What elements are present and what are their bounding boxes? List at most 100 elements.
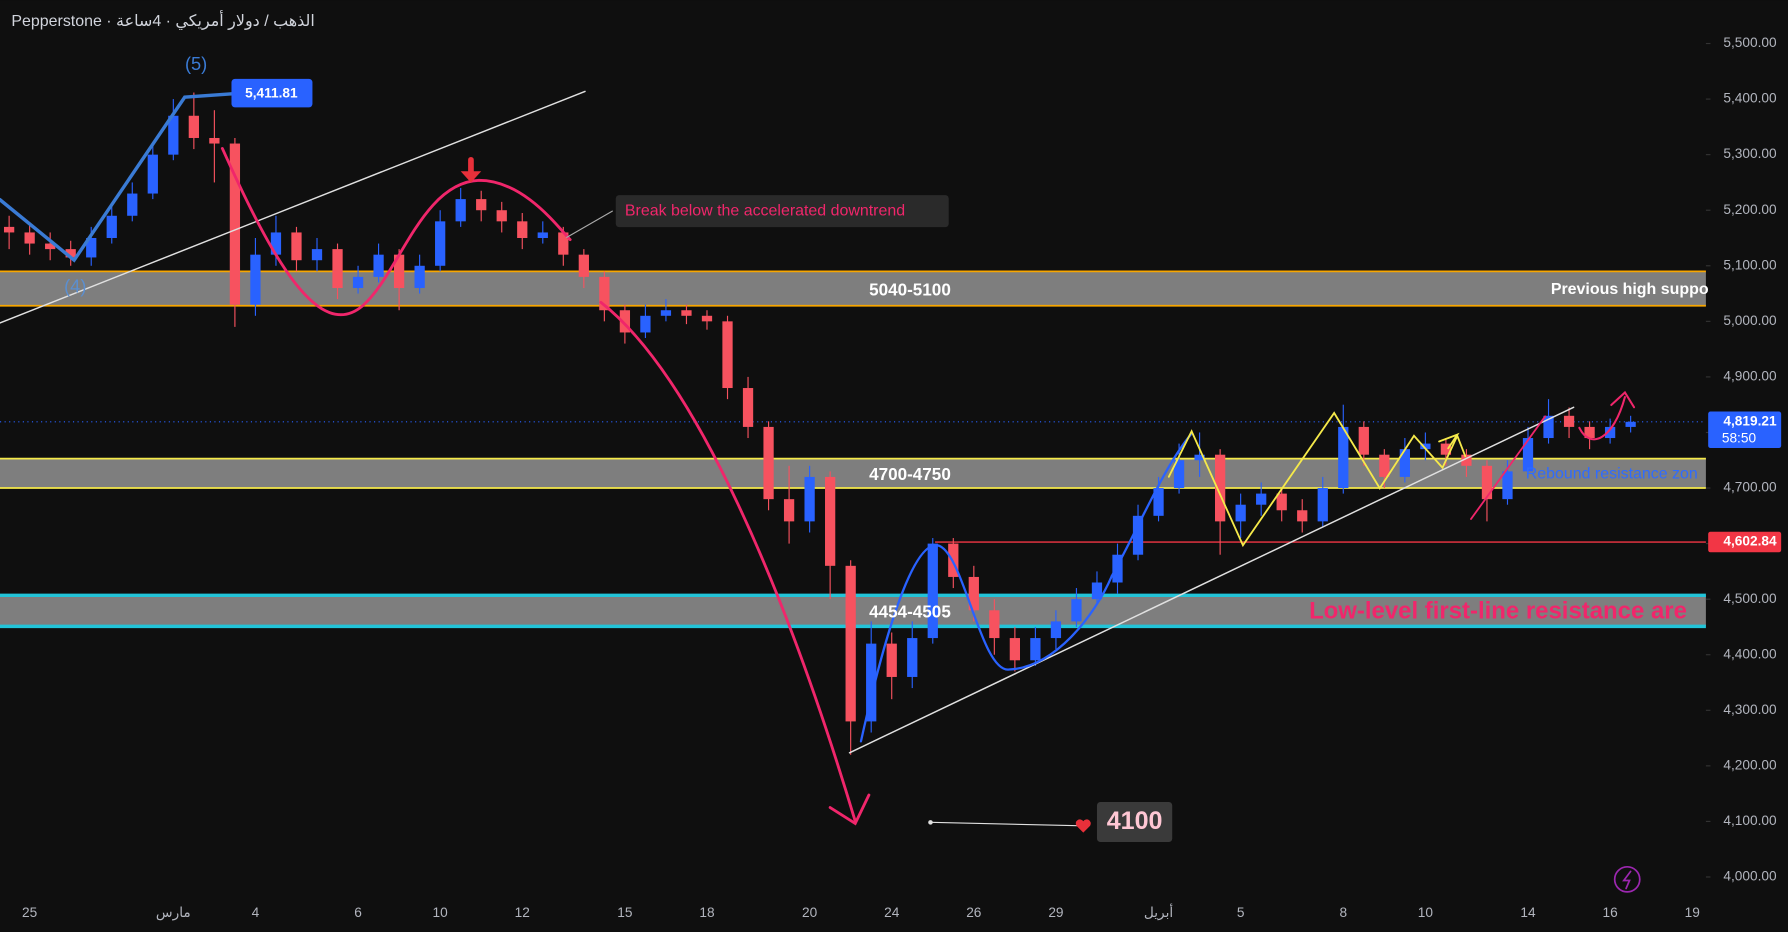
candle-body xyxy=(558,232,569,255)
x-tick-label: 26 xyxy=(966,905,981,920)
candle-body xyxy=(24,232,35,244)
candle-body xyxy=(1091,582,1103,600)
x-tick-label: 25 xyxy=(22,905,38,920)
candle-body xyxy=(968,576,979,611)
trend-line xyxy=(848,406,1575,754)
wave-label: (4) xyxy=(64,275,86,296)
icon[interactable] xyxy=(1613,865,1641,893)
candle-body xyxy=(1584,426,1595,439)
candle-body xyxy=(681,310,692,316)
labels: Pepperstone · الذهب / دولار أمريكي · 4سا… xyxy=(11,10,1709,842)
candle-body xyxy=(1112,554,1123,583)
y-tick-label: 5,000.00 xyxy=(1723,313,1777,328)
y-tick-label: 4,100.00 xyxy=(1723,813,1777,828)
y-tick-label: 5,300.00 xyxy=(1723,146,1777,161)
candle-body xyxy=(168,115,179,155)
candle-body xyxy=(65,249,76,258)
candle-body xyxy=(1461,454,1472,466)
candle-body xyxy=(1194,454,1205,461)
trend-line xyxy=(0,90,586,324)
zigzag xyxy=(1167,411,1467,548)
candle-body xyxy=(147,154,158,194)
candle-body xyxy=(1009,638,1021,661)
candle-body xyxy=(537,232,548,238)
candle-body xyxy=(1050,621,1062,639)
candle-body xyxy=(722,321,733,389)
curve xyxy=(1110,432,1193,578)
candle-body xyxy=(188,115,199,138)
x-tick-label: 5 xyxy=(1237,905,1245,920)
candle-body xyxy=(599,276,610,311)
candle-body xyxy=(1030,638,1041,661)
price-tag xyxy=(1708,411,1782,449)
candle-body xyxy=(640,315,651,333)
candle-body xyxy=(1399,449,1410,477)
candle-body xyxy=(1173,460,1185,489)
candle-body xyxy=(291,232,302,261)
y-tick-label: 4,400.00 xyxy=(1723,646,1777,661)
target-label: 4100 xyxy=(1107,807,1163,835)
zone-label: 5040-5100 xyxy=(869,280,951,299)
y-tick-label: 4,900.00 xyxy=(1723,369,1777,384)
zone xyxy=(0,271,1706,306)
candle-body xyxy=(1132,515,1144,555)
curve xyxy=(220,146,572,317)
candle-body xyxy=(989,610,1000,639)
candle-body xyxy=(1522,438,1534,472)
trend-line xyxy=(1470,415,1547,520)
x-tick-label: 12 xyxy=(515,905,530,920)
candle-body xyxy=(1256,493,1267,505)
candle-body xyxy=(517,221,528,238)
candle-body xyxy=(1358,426,1369,455)
candle-body xyxy=(1071,599,1082,622)
candle-body xyxy=(619,310,631,333)
x-tick-label: 14 xyxy=(1520,905,1536,920)
candle-body xyxy=(1604,426,1616,439)
leader xyxy=(566,210,613,238)
x-tick-label: 15 xyxy=(617,905,633,920)
heart xyxy=(1075,819,1091,833)
candle-body xyxy=(496,210,507,222)
arrow xyxy=(1578,395,1626,441)
candle-body xyxy=(106,215,117,238)
candle-body xyxy=(1379,454,1390,477)
y-tick-label: 5,200.00 xyxy=(1723,202,1777,217)
candle-body xyxy=(1420,443,1431,450)
candle-body xyxy=(209,137,220,144)
candle-body xyxy=(1235,504,1246,522)
arrow-head xyxy=(1438,432,1460,450)
candle-body xyxy=(1317,488,1328,522)
peak-label: 5,411.81 xyxy=(245,85,298,100)
x-tick-label: مارس xyxy=(156,905,191,921)
x-tick-label: أبريل xyxy=(1144,903,1174,921)
zone xyxy=(0,458,1706,489)
candle-body xyxy=(1297,510,1308,522)
y-tick-label: 4,000.00 xyxy=(1723,869,1777,884)
candle-body xyxy=(1338,426,1349,489)
candle-body xyxy=(311,249,323,261)
x-tick-label: 6 xyxy=(354,905,362,920)
x-tick-label: 19 xyxy=(1685,905,1700,920)
candle-body xyxy=(866,643,877,722)
zone-note: Low-level first-line resistance are xyxy=(1309,597,1687,624)
candle-body xyxy=(86,238,97,258)
dot xyxy=(928,820,933,825)
candle-body xyxy=(1625,421,1636,427)
wave-line xyxy=(0,91,236,263)
candle-body xyxy=(701,315,713,322)
candle-body xyxy=(1214,454,1226,522)
candle-body xyxy=(763,426,774,500)
x-tick-label: 29 xyxy=(1048,905,1063,920)
arrow-head xyxy=(1610,390,1636,409)
candle-body xyxy=(804,476,815,522)
x-tick-label: 18 xyxy=(699,905,715,920)
icon[interactable] xyxy=(1622,870,1632,890)
candle-body xyxy=(250,254,261,305)
candle-body xyxy=(886,643,897,677)
candle-body xyxy=(352,276,364,289)
candle-body xyxy=(578,254,589,277)
candle-body xyxy=(45,243,56,250)
candle-body xyxy=(783,499,795,522)
x-tick-label: 20 xyxy=(802,905,818,920)
